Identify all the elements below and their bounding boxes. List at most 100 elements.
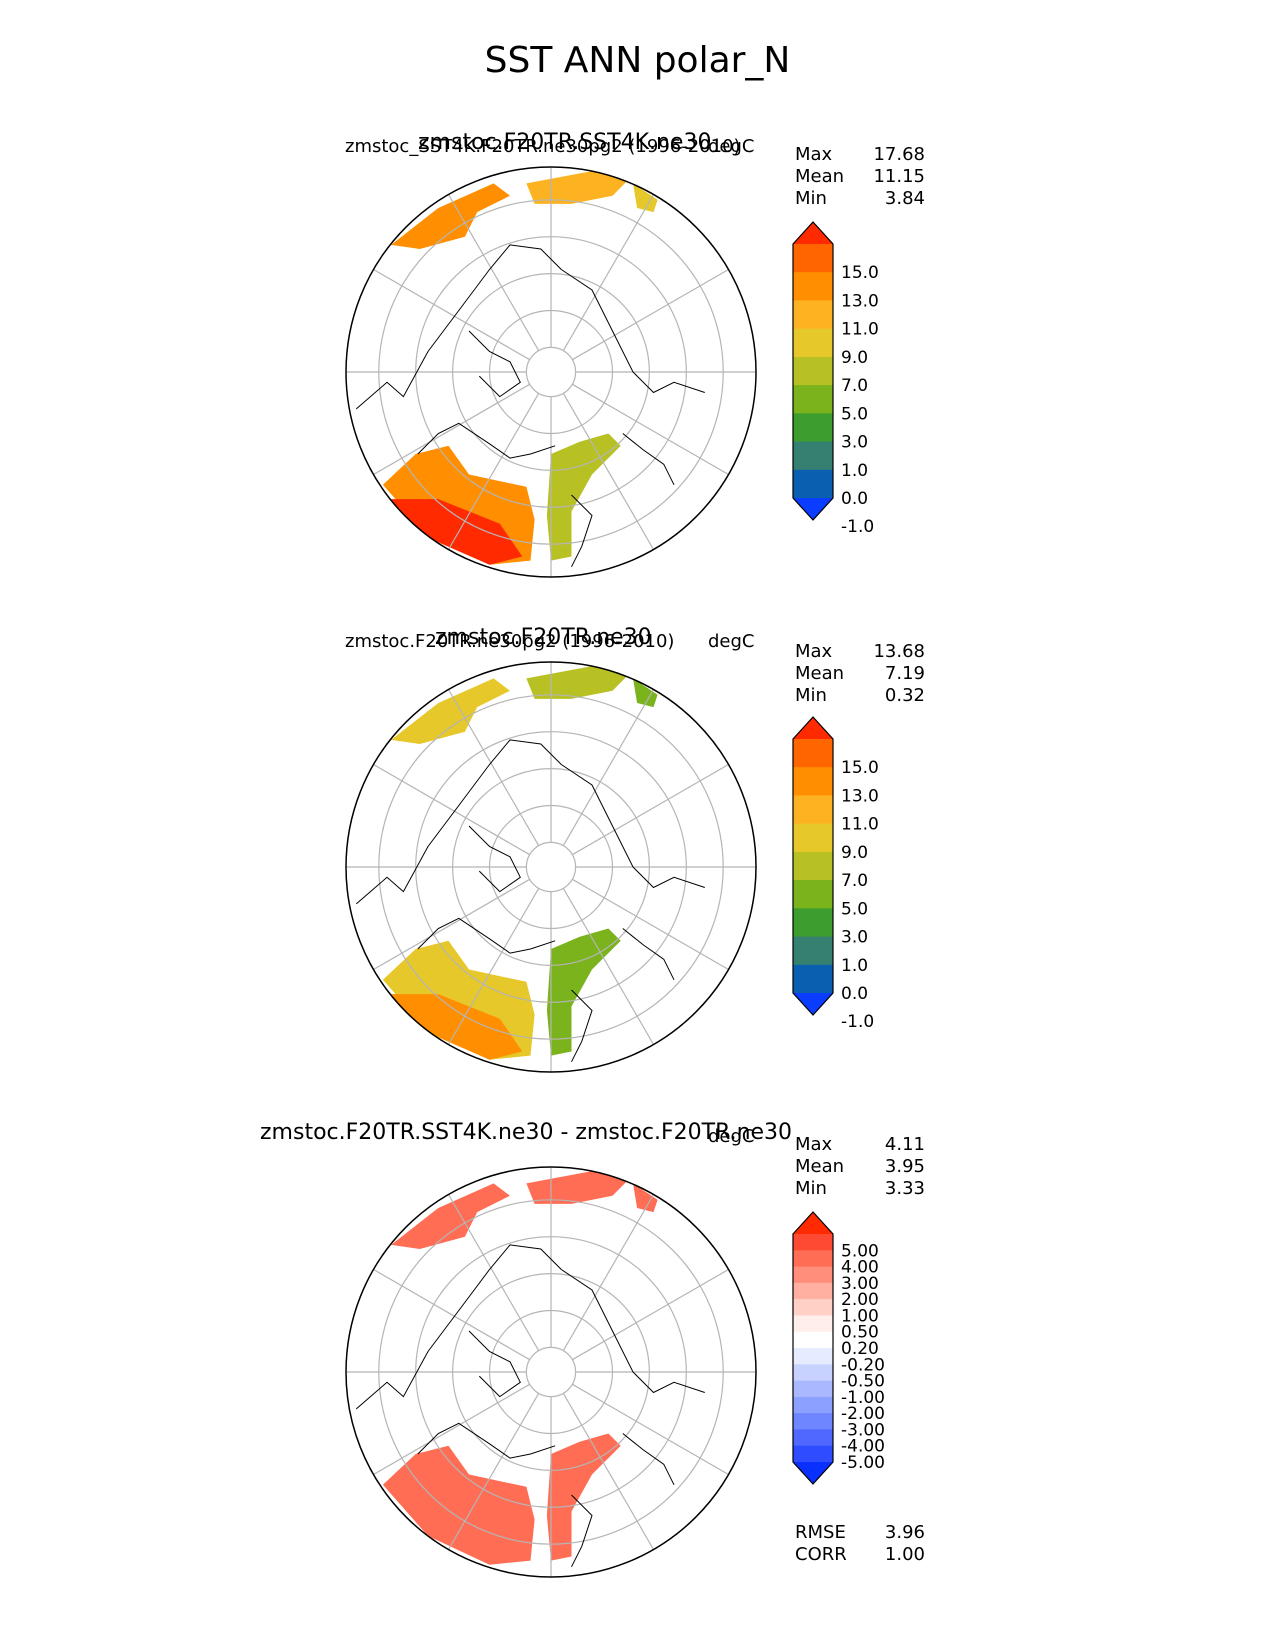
stat-row-max: Max 17.68: [795, 144, 925, 165]
panel-title: zmstoc.F20TR.ne30: [435, 625, 652, 650]
sst-region-botMid: [546, 433, 621, 561]
meridian-line: [571, 763, 729, 856]
colorbar-extend-max: [793, 717, 833, 739]
meridian-line: [571, 268, 729, 361]
colorbar-segment: [793, 1282, 833, 1300]
meridian-line: [562, 392, 655, 550]
colorbar-tick-label: 3.0: [841, 928, 868, 948]
colorbar-tick-label: 7.0: [841, 871, 868, 891]
sst-region-warm: [387, 499, 523, 565]
coastline: [355, 244, 562, 410]
meridian-line: [447, 1194, 540, 1352]
colorbar-tick-label: 5.00: [841, 1241, 879, 1261]
colorbar-segment: [793, 441, 833, 471]
colorbar-tick-label: -3.00: [841, 1420, 885, 1440]
colorbar-tick-label: 0.20: [841, 1339, 879, 1359]
colorbar-tick-label: 9.0: [841, 843, 868, 863]
colorbar-segment: [793, 795, 833, 825]
map-boundary: [345, 166, 757, 578]
meridian-line: [562, 689, 655, 847]
figure-title: SST ANN polar_N: [484, 40, 791, 81]
metric-row-corr: CORR 1.00: [795, 1544, 925, 1565]
colorbar-tick-label: -4.00: [841, 1437, 885, 1457]
meridian-line: [373, 383, 531, 476]
colorbar-tick-label: 4.00: [841, 1258, 879, 1278]
sst-region-topLeft: [391, 1183, 510, 1249]
colorbar-segment: [793, 356, 833, 386]
meridian-line: [571, 1268, 729, 1361]
coastline: [355, 1244, 562, 1410]
stats-box: Max 17.68 Mean 11.15 Min 3.84: [795, 144, 925, 210]
panel-difference: zmstoc.F20TR.SST4K.ne30 - zmstoc.F20TR.n…: [0, 1120, 1275, 1600]
polar-map: [345, 166, 757, 578]
sst-region-topMid: [526, 666, 629, 699]
colorbar-extend-min: [793, 993, 833, 1015]
colorbar-segment: [793, 1348, 833, 1365]
coastline: [561, 764, 705, 889]
coastline: [571, 494, 593, 568]
sst-region-topLeft: [391, 183, 510, 249]
coastline: [561, 269, 705, 394]
meridian-line: [373, 268, 531, 361]
coastline: [468, 330, 521, 398]
colorbar-segment: [793, 964, 833, 994]
colorbar-tick-label: -5.00: [841, 1453, 885, 1473]
sst-region-topRight: [633, 678, 658, 708]
colorbar-segment: [793, 1266, 833, 1284]
colorbar-tick-label: 9.0: [841, 348, 868, 368]
colorbar-segment: [793, 1380, 833, 1398]
colorbar-tick-label: 1.00: [841, 1306, 879, 1326]
meridian-line: [373, 763, 531, 856]
colorbar-segment: [793, 1234, 833, 1251]
colorbar-segment: [793, 880, 833, 909]
meridian-line: [562, 887, 655, 1045]
colorbar-segment: [793, 1364, 833, 1382]
stat-row-mean: Mean 11.15: [795, 166, 925, 187]
sst-region-botMid: [546, 1433, 621, 1561]
colorbar-tick-label: 3.0: [841, 433, 868, 453]
colorbar-segment: [793, 469, 833, 499]
stat-row-min: Min 0.32: [795, 685, 925, 706]
colorbar-tick-label: 13.0: [841, 291, 879, 311]
stat-row-min: Min 3.84: [795, 188, 925, 209]
sst-region-topMid: [526, 171, 629, 204]
colorbar-segment: [793, 300, 833, 330]
meridian-line: [373, 878, 531, 971]
colorbar-tick-label: -1.0: [841, 517, 874, 537]
colorbar-segment: [793, 851, 833, 881]
colorbar-tick-label: 1.0: [841, 461, 868, 481]
colorbar-extend-max: [793, 1212, 833, 1234]
colorbar-segment: [793, 1315, 833, 1333]
stat-row-max: Max 4.11: [795, 1134, 925, 1155]
metrics-box: RMSE 3.96 CORR 1.00: [795, 1522, 925, 1566]
colorbar: 15.0 13.0 11.0 9.0 7.0 5.0 3.0 1.0 0.0 -1.0: [792, 716, 879, 1032]
stats-box: Max 13.68 Mean 7.19 Min 0.32: [795, 641, 925, 707]
colorbar-segment: [793, 385, 833, 414]
sst-region-topLeft: [391, 678, 510, 744]
panel-subtitle-right: degC: [708, 631, 755, 652]
meridian-line: [447, 689, 540, 847]
coastline: [468, 1330, 521, 1398]
colorbar-tick-label: -0.50: [841, 1372, 885, 1392]
colorbar-outline: [792, 1211, 834, 1485]
meridian-line: [373, 1383, 531, 1476]
stat-row-min: Min 3.33: [795, 1178, 925, 1199]
coastline: [355, 739, 562, 905]
colorbar-extend-min: [793, 498, 833, 520]
coastline: [417, 917, 556, 954]
meridian-line: [373, 1268, 531, 1361]
colorbar-tick-label: 13.0: [841, 786, 879, 806]
colorbar-segment: [793, 767, 833, 796]
meridian-line: [571, 878, 729, 971]
map-boundary: [345, 1166, 757, 1578]
colorbar-segment: [793, 739, 833, 768]
coastline: [417, 1422, 556, 1459]
coastline: [622, 1433, 675, 1486]
metric-row-rmse: RMSE 3.96: [795, 1522, 925, 1543]
panel-sst4k: zmstoc.F20TR.SST4K.ne30 zmstoc_SST4K.F20…: [0, 130, 1275, 610]
panel-title: zmstoc.F20TR.SST4K.ne30: [418, 130, 712, 155]
colorbar-tick-label: 15.0: [841, 263, 879, 283]
colorbar-segment: [793, 1445, 833, 1463]
colorbar-tick-label: 11.0: [841, 815, 879, 835]
colorbar-tick-label: -1.00: [841, 1388, 885, 1408]
